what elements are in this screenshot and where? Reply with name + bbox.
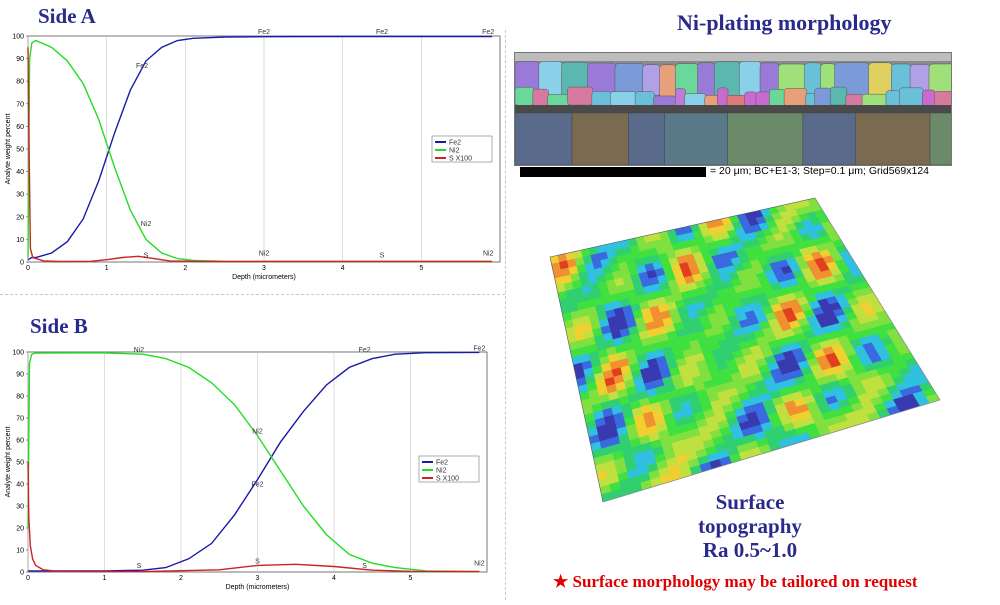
x-tick-label: 3 (262, 265, 266, 272)
side-a-title: Side A (38, 4, 96, 28)
x-tick-label: 5 (409, 575, 413, 582)
series-line-fe2 (27, 35, 493, 261)
side-b-title: Side B (30, 314, 88, 338)
x-tick-label: 3 (256, 575, 260, 582)
y-axis-label: Analyte weight percent (5, 427, 12, 498)
x-axis-label: Depth (micrometers) (226, 584, 290, 591)
series-line-fe2 (28, 351, 480, 572)
surface-caption-line1: Surface (715, 490, 785, 514)
curve-annotation: Fe2 (251, 481, 263, 488)
x-tick-label: 5 (419, 265, 423, 272)
curve-annotation: S (380, 253, 385, 260)
x-tick-label: 0 (26, 575, 30, 582)
curve-annotation: S (362, 563, 367, 570)
curve-annotation: Ni2 (141, 221, 152, 228)
legend-label: S X100 (436, 476, 459, 483)
tailor-note: ★ Surface morphology may be tailored on … (553, 572, 918, 592)
series-line-s-x100 (27, 461, 480, 573)
y-tick-label: 80 (16, 394, 24, 401)
curve-annotation: Fe2 (136, 63, 148, 70)
separator-vertical (505, 30, 506, 600)
curve-annotation: Fe2 (258, 29, 270, 36)
curve-annotation: Ni2 (252, 429, 263, 436)
series-line-s-x100 (27, 47, 493, 263)
y-tick-label: 30 (16, 504, 24, 511)
x-tick-label: 1 (103, 575, 107, 582)
y-tick-label: 60 (16, 124, 24, 131)
curve-annotation: Fe2 (376, 29, 388, 36)
series-line-ni2 (27, 352, 480, 573)
y-tick-label: 100 (12, 34, 24, 41)
legend-label: Ni2 (449, 148, 460, 155)
legend-label: S X100 (449, 156, 472, 163)
curve-annotation: Ni2 (134, 347, 145, 354)
curve-annotation: S (255, 558, 260, 565)
curve-annotation: Ni2 (259, 250, 270, 257)
curve-annotation: Ni2 (474, 561, 485, 568)
scalebar-label: = 20 μm; BC+E1-3; Step=0.1 μm; Grid569x1… (710, 165, 930, 177)
y-tick-label: 70 (16, 101, 24, 108)
curve-annotation: Fe2 (482, 29, 494, 36)
y-tick-label: 40 (16, 169, 24, 176)
y-tick-label: 50 (16, 460, 24, 467)
y-tick-label: 0 (20, 570, 24, 577)
y-tick-label: 50 (16, 147, 24, 154)
y-tick-label: 100 (12, 350, 24, 357)
y-tick-label: 90 (16, 372, 24, 379)
legend-label: Fe2 (436, 460, 448, 467)
surface-caption-ra: Ra 0.5~1.0 (702, 538, 798, 562)
y-tick-label: 40 (16, 482, 24, 489)
grain-map-image (515, 53, 951, 165)
y-tick-label: 80 (16, 79, 24, 86)
legend-label: Ni2 (436, 468, 447, 475)
x-axis-label: Depth (micrometers) (232, 274, 296, 281)
x-tick-label: 0 (26, 265, 30, 272)
curve-annotation: Ni2 (483, 250, 494, 257)
scalebar-bar (520, 167, 706, 177)
y-tick-label: 90 (16, 56, 24, 63)
surface-topography-image (549, 197, 941, 503)
y-tick-label: 60 (16, 438, 24, 445)
surface-caption-line2: topography (698, 514, 802, 538)
x-tick-label: 4 (332, 575, 336, 582)
y-tick-label: 20 (16, 214, 24, 221)
separator (0, 294, 505, 295)
curve-annotation: S (144, 253, 149, 260)
y-tick-label: 20 (16, 526, 24, 533)
x-tick-label: 4 (341, 265, 345, 272)
micrograph-scalebar: = 20 μm; BC+E1-3; Step=0.1 μm; Grid569x1… (514, 165, 954, 181)
curve-annotation: Fe2 (359, 347, 371, 354)
y-axis-label: Analyte weight percent (5, 114, 12, 185)
morphology-title: Ni-plating morphology (677, 10, 892, 35)
x-tick-label: 2 (183, 265, 187, 272)
curve-annotation: Fe2 (473, 345, 485, 352)
tailor-note-text: Surface morphology may be tailored on re… (572, 572, 918, 591)
y-tick-label: 0 (20, 260, 24, 267)
ni-plating-micrograph (514, 52, 952, 166)
legend-label: Fe2 (449, 140, 461, 147)
y-tick-label: 10 (16, 548, 24, 555)
surface-topography-caption: Surface topography Ra 0.5~1.0 (640, 490, 860, 562)
y-tick-label: 30 (16, 192, 24, 199)
y-tick-label: 10 (16, 237, 24, 244)
x-tick-label: 1 (105, 265, 109, 272)
star-icon: ★ (553, 572, 569, 591)
x-tick-label: 2 (179, 575, 183, 582)
curve-annotation: S (137, 563, 142, 570)
y-tick-label: 70 (16, 416, 24, 423)
